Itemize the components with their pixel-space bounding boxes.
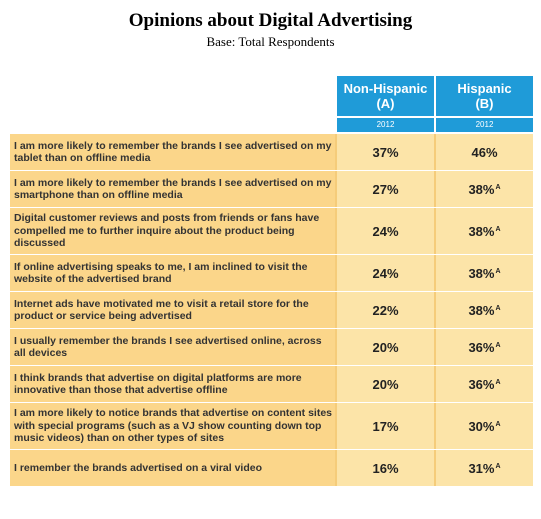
column-name: Hispanic bbox=[457, 81, 512, 96]
column-header-non-hispanic: Non-Hispanic (A) bbox=[337, 76, 434, 116]
value-hispanic: 38% A bbox=[436, 292, 533, 328]
value-hispanic: 38% A bbox=[436, 171, 533, 207]
row-label: If online advertising speaks to me, I am… bbox=[10, 255, 335, 291]
value-text: 36% bbox=[468, 376, 495, 392]
table-row: Digital customer reviews and posts from … bbox=[10, 207, 533, 254]
value-text: 24% bbox=[372, 223, 399, 239]
value-non-hispanic: 16% bbox=[337, 450, 434, 486]
column-name: Non-Hispanic bbox=[343, 81, 428, 96]
chart-title: Opinions about Digital Advertising bbox=[128, 10, 413, 31]
significance-marker: A bbox=[495, 378, 501, 386]
value-non-hispanic: 20% bbox=[337, 366, 434, 402]
value-text: 27% bbox=[372, 181, 399, 197]
value-non-hispanic: 37% bbox=[337, 134, 434, 170]
value-text: 30% bbox=[468, 418, 495, 434]
data-table: Non-Hispanic (A) Hispanic (B) 2012 2012 … bbox=[10, 76, 533, 486]
value-text: 46% bbox=[471, 144, 498, 160]
value-hispanic: 30% A bbox=[436, 403, 533, 449]
table-row: I am more likely to remember the brands … bbox=[10, 134, 533, 170]
table-row: Internet ads have motivated me to visit … bbox=[10, 291, 533, 328]
significance-marker: A bbox=[495, 341, 501, 349]
table-row: I am more likely to remember the brands … bbox=[10, 170, 533, 207]
table-body: I am more likely to remember the brands … bbox=[10, 134, 533, 486]
value-text: 24% bbox=[372, 265, 399, 281]
table-row: I think brands that advertise on digital… bbox=[10, 365, 533, 402]
value-text: 16% bbox=[372, 460, 399, 476]
value-non-hispanic: 27% bbox=[337, 171, 434, 207]
row-label: I think brands that advertise on digital… bbox=[10, 366, 335, 402]
significance-marker: A bbox=[495, 462, 501, 470]
value-non-hispanic: 20% bbox=[337, 329, 434, 365]
value-non-hispanic: 24% bbox=[337, 255, 434, 291]
row-label: Digital customer reviews and posts from … bbox=[10, 208, 335, 254]
value-text: 38% bbox=[468, 265, 495, 281]
significance-marker: A bbox=[495, 183, 501, 191]
value-text: 17% bbox=[372, 418, 399, 434]
header-row: Non-Hispanic (A) Hispanic (B) bbox=[10, 76, 533, 116]
significance-marker: A bbox=[495, 225, 501, 233]
value-hispanic: 31% A bbox=[436, 450, 533, 486]
column-letter: (A) bbox=[376, 96, 395, 111]
value-non-hispanic: 22% bbox=[337, 292, 434, 328]
value-text: 38% bbox=[468, 302, 495, 318]
row-label: I am more likely to remember the brands … bbox=[10, 134, 335, 170]
value-hispanic: 36% A bbox=[436, 329, 533, 365]
column-header-hispanic: Hispanic (B) bbox=[436, 76, 533, 116]
value-text: 31% bbox=[468, 460, 495, 476]
significance-marker: A bbox=[495, 420, 501, 428]
value-text: 38% bbox=[468, 223, 495, 239]
row-label: I am more likely to remember the brands … bbox=[10, 171, 335, 207]
table-row: I am more likely to notice brands that a… bbox=[10, 402, 533, 449]
table-row: If online advertising speaks to me, I am… bbox=[10, 254, 533, 291]
table-row: I remember the brands advertised on a vi… bbox=[10, 449, 533, 486]
value-non-hispanic: 17% bbox=[337, 403, 434, 449]
value-hispanic: 46% bbox=[436, 134, 533, 170]
significance-marker: A bbox=[495, 304, 501, 312]
value-hispanic: 38% A bbox=[436, 255, 533, 291]
row-label: I remember the brands advertised on a vi… bbox=[10, 450, 335, 486]
value-hispanic: 36% A bbox=[436, 366, 533, 402]
significance-marker: A bbox=[495, 267, 501, 275]
year-spacer bbox=[10, 118, 335, 132]
year-non-hispanic: 2012 bbox=[337, 118, 434, 132]
value-text: 22% bbox=[372, 302, 399, 318]
value-non-hispanic: 24% bbox=[337, 208, 434, 254]
row-label: I am more likely to notice brands that a… bbox=[10, 403, 335, 449]
value-hispanic: 38% A bbox=[436, 208, 533, 254]
table-row: I usually remember the brands I see adve… bbox=[10, 328, 533, 365]
row-label: Internet ads have motivated me to visit … bbox=[10, 292, 335, 328]
chart-subtitle: Base: Total Respondents bbox=[206, 34, 335, 49]
year-row: 2012 2012 bbox=[10, 118, 533, 132]
year-hispanic: 2012 bbox=[436, 118, 533, 132]
value-text: 20% bbox=[372, 376, 399, 392]
value-text: 38% bbox=[468, 181, 495, 197]
column-letter: (B) bbox=[475, 96, 494, 111]
header-spacer bbox=[10, 76, 335, 116]
value-text: 36% bbox=[468, 339, 495, 355]
row-label: I usually remember the brands I see adve… bbox=[10, 329, 335, 365]
value-text: 37% bbox=[372, 144, 399, 160]
value-text: 20% bbox=[372, 339, 399, 355]
